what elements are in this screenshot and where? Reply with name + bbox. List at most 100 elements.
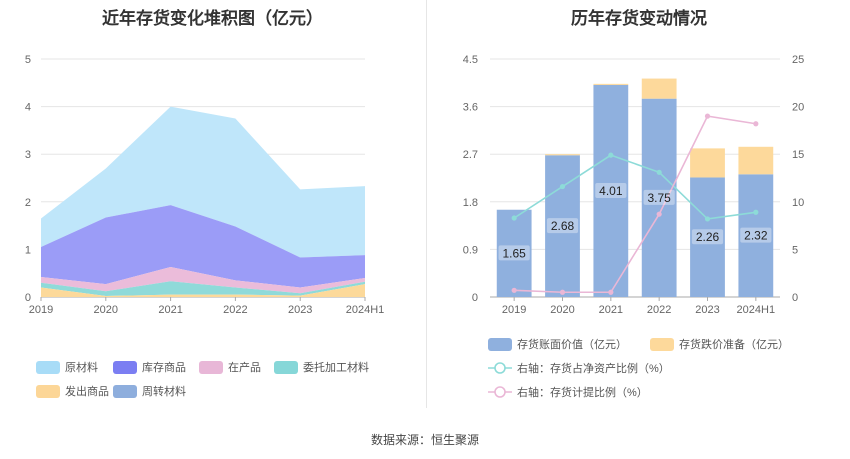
y-tick-label: 2 (25, 197, 31, 209)
bar-label-bg (691, 229, 724, 245)
x-tick-label: 2024H1 (346, 304, 385, 316)
y-tick-label: 2.7 (463, 149, 478, 161)
line-point (656, 211, 662, 217)
line-point (656, 169, 662, 175)
bar-book-value (738, 174, 774, 297)
legend-label: 右轴：存货占净资产比例（%） (517, 363, 670, 375)
x-tick-label: 2023 (695, 304, 719, 316)
legend-swatch (36, 360, 60, 374)
line-point (511, 287, 517, 293)
y-tick-label: 0 (472, 292, 478, 304)
y-tick-label: 4.5 (463, 54, 478, 66)
bar-value-label: 4.01 (599, 184, 623, 198)
legend-label: 库存商品 (142, 362, 186, 374)
bar-value-label: 3.75 (647, 191, 671, 205)
bar-value-label: 2.68 (551, 219, 575, 233)
legend-item[interactable]: 委托加工材料 (274, 359, 369, 375)
x-tick-label: 2023 (288, 304, 312, 316)
right-chart-title: 历年存货变动情况 (571, 9, 707, 28)
x-tick-label: 2020 (550, 304, 574, 316)
stacked-area-chart: 0 1 2 3 4 5 2019 2020 2021 2022 2023 2024H1 (25, 54, 385, 316)
line-右轴：存货计提比例（%） (514, 115, 756, 294)
legend-label: 存货账面价值（亿元） (517, 339, 627, 351)
y2-tick-label: 25 (792, 54, 804, 66)
legend-swatch (488, 386, 512, 398)
legend-swatch (274, 360, 298, 374)
x-tick-label: 2020 (94, 304, 118, 316)
bar-book-value (593, 84, 629, 297)
left-chart-title: 近年存货变化堆积图（亿元） (102, 9, 323, 28)
line-point (753, 121, 759, 127)
area-库存商品 (41, 205, 365, 288)
line-point (511, 215, 517, 221)
panel-divider (426, 0, 427, 408)
y-tick-label: 0.9 (463, 244, 478, 256)
y2-tick-label: 0 (792, 292, 798, 304)
legend-label: 发出商品 (65, 386, 109, 398)
legend-label: 委托加工材料 (303, 362, 369, 374)
bar-label-bg (546, 218, 579, 234)
bar-label-bg (498, 245, 530, 261)
y-tick-label: 5 (25, 54, 31, 66)
legend-label: 在产品 (228, 362, 261, 374)
bar-impairment-provision (593, 83, 629, 85)
area-在产品 (41, 267, 365, 294)
legend-item[interactable]: 右轴：存货占净资产比例（%） (488, 360, 670, 376)
x-tick-label: 2021 (599, 304, 623, 316)
legend-swatch (113, 384, 137, 398)
y-tick-label: 1.8 (463, 197, 478, 209)
legend-item[interactable]: 库存商品 (113, 359, 186, 375)
area-委托加工材料 (41, 281, 365, 297)
line-point (753, 209, 759, 215)
legend-swatch (650, 337, 674, 351)
line-右轴：存货占净资产比例（%） (513, 154, 756, 220)
bar-book-value (496, 209, 532, 297)
y-tick-label: 0 (25, 292, 31, 304)
y-tick-label: 1 (25, 244, 31, 256)
bar-book-value (641, 98, 677, 298)
y2-tick-label: 20 (792, 102, 804, 114)
legend-label: 右轴：存货计提比例（%） (517, 387, 648, 399)
x-tick-label: 2019 (502, 304, 526, 316)
y2-tick-label: 15 (792, 149, 804, 161)
legend-item[interactable]: 周转材料 (113, 383, 186, 399)
legend-item[interactable]: 原材料 (36, 359, 98, 375)
line-point (608, 152, 614, 158)
x-tick-label: 2024H1 (737, 304, 776, 316)
legend-swatch (488, 337, 512, 351)
bar-value-label: 2.26 (696, 230, 720, 244)
legend-item[interactable]: 存货跌价准备（亿元） (650, 336, 789, 352)
x-tick-label: 2022 (647, 304, 671, 316)
line-point (608, 289, 614, 295)
y-tick-label: 3.6 (463, 102, 478, 114)
inventory-change-panel: 历年存货变动情况 0 0.9 1.8 2.7 3.6 4.5 0 5 10 15 20 25 1.65 2… (428, 0, 850, 410)
legend-swatch (113, 360, 137, 374)
bar-value-label: 1.65 (502, 246, 526, 260)
legend-item[interactable]: 右轴：存货计提比例（%） (488, 384, 648, 400)
area-原材料 (41, 106, 365, 258)
bar-label-bg (643, 189, 675, 205)
bar-impairment-provision (545, 154, 580, 156)
bar-label-bg (595, 182, 627, 198)
line-point (559, 183, 566, 190)
y2-tick-label: 5 (792, 244, 798, 256)
bar-value-label: 2.32 (744, 229, 768, 243)
legend-item[interactable]: 在产品 (199, 359, 261, 375)
x-tick-label: 2021 (158, 304, 182, 316)
bar-line-combo-chart: 0 0.9 1.8 2.7 3.6 4.5 0 5 10 15 20 25 1.65 2.68 4.01 3.… (463, 54, 805, 316)
legend-item[interactable]: 发出商品 (36, 383, 109, 399)
line-point (704, 216, 711, 222)
legend-swatch (488, 362, 512, 374)
stacked-area-panel: 近年存货变化堆积图（亿元） 0 1 2 3 4 5 2019 2020 2021 2022 2023… (0, 0, 425, 410)
legend-item[interactable]: 存货账面价值（亿元） (488, 336, 627, 352)
legend-label: 原材料 (65, 362, 98, 374)
legend-label: 周转材料 (142, 386, 186, 398)
bar-impairment-provision (738, 146, 774, 175)
line-point (559, 289, 566, 295)
legend-swatch (36, 384, 60, 398)
legend-label: 存货跌价准备（亿元） (679, 339, 789, 351)
line-point (704, 113, 711, 119)
bar-impairment-provision (690, 148, 725, 178)
y2-tick-label: 10 (792, 197, 804, 209)
x-tick-label: 2019 (29, 304, 53, 316)
